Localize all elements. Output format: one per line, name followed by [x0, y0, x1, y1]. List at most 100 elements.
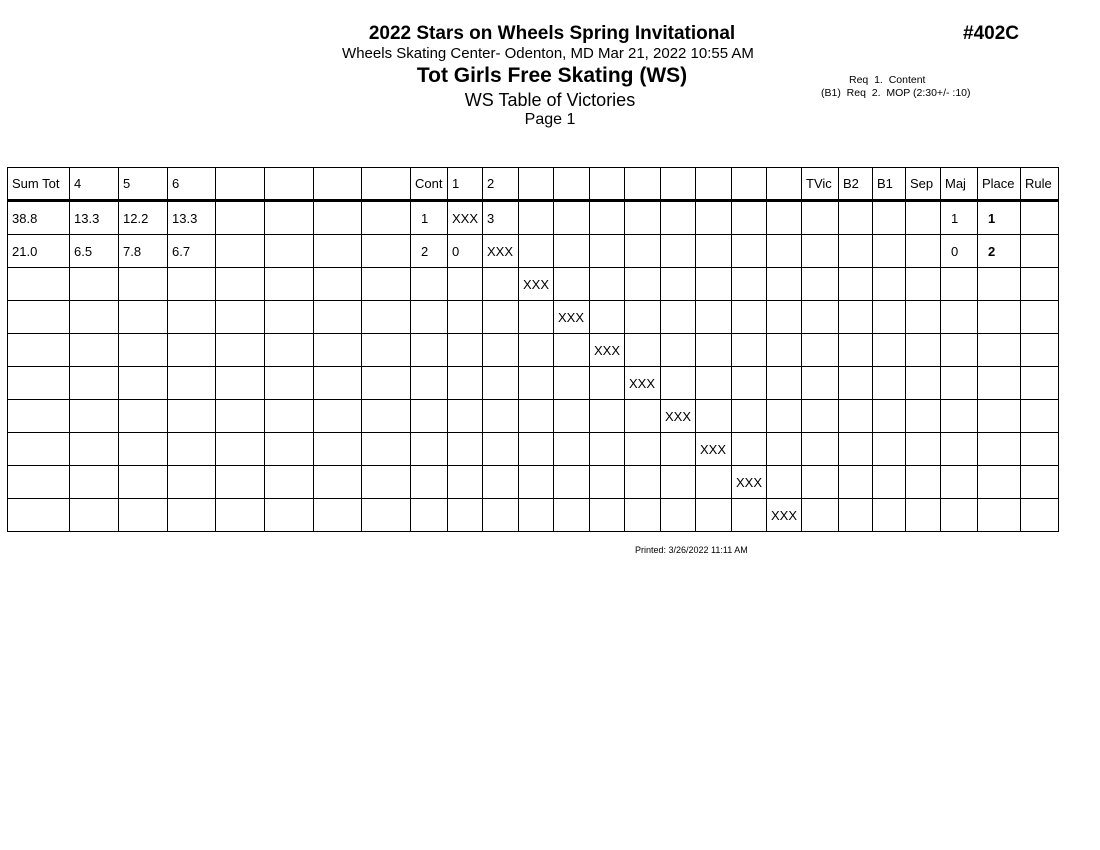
table-cell	[940, 399, 978, 433]
table-cell	[940, 366, 978, 400]
table-row: 38.8 13.3 12.2 13.3 1 XXX 3 1 1	[7, 200, 1059, 235]
table-cell	[695, 399, 732, 433]
table-cell	[838, 300, 873, 334]
table-cell	[482, 465, 519, 499]
column-header	[731, 167, 767, 202]
table-cell: 2	[410, 234, 448, 268]
table-cell	[313, 432, 362, 466]
table-cell	[905, 267, 941, 301]
table-cell	[589, 234, 625, 268]
column-header: TVic	[801, 167, 839, 202]
table-cell	[838, 366, 873, 400]
table-cell: XXX	[731, 465, 767, 499]
table-cell	[518, 399, 554, 433]
table-cell	[731, 200, 767, 235]
table-cell	[905, 399, 941, 433]
table-cell: XXX	[482, 234, 519, 268]
table-cell	[215, 366, 265, 400]
table-cell	[731, 267, 767, 301]
table-cell	[361, 300, 411, 334]
table-cell	[118, 465, 168, 499]
table-cell	[482, 267, 519, 301]
table-cell	[731, 432, 767, 466]
header-row: Sum Tot 4 5 6 Cont 1 2 TVic B2 B1 Sep Maj Place Rule	[7, 167, 1059, 202]
table-cell	[905, 333, 941, 367]
table-cell	[940, 267, 978, 301]
table-cell	[624, 498, 661, 532]
column-header: B1	[872, 167, 906, 202]
column-header	[695, 167, 732, 202]
table-cell	[1020, 399, 1059, 433]
table-cell	[660, 432, 696, 466]
table-cell: 2	[977, 234, 1021, 268]
table-cell	[801, 465, 839, 499]
table-cell	[518, 432, 554, 466]
table-cell	[801, 432, 839, 466]
table-cell	[660, 366, 696, 400]
table-cell	[977, 498, 1021, 532]
table-cell: XXX	[518, 267, 554, 301]
table-cell: 0	[940, 234, 978, 268]
table-cell	[940, 300, 978, 334]
table-cell	[905, 200, 941, 235]
column-header	[660, 167, 696, 202]
table-cell	[518, 366, 554, 400]
table-cell	[660, 200, 696, 235]
table-cell	[553, 267, 590, 301]
table-cell	[447, 432, 483, 466]
table-cell	[589, 399, 625, 433]
table-cell	[838, 333, 873, 367]
table-cell	[264, 267, 314, 301]
table-cell	[553, 234, 590, 268]
table-cell	[872, 333, 906, 367]
table-cell	[940, 465, 978, 499]
table-cell: 38.8	[7, 200, 70, 235]
table-cell	[801, 366, 839, 400]
column-header: 5	[118, 167, 168, 202]
table-cell	[1020, 234, 1059, 268]
table-cell	[695, 333, 732, 367]
table-cell	[766, 200, 802, 235]
table-cell	[7, 300, 70, 334]
table-cell	[872, 234, 906, 268]
table-cell	[553, 366, 590, 400]
table-cell	[69, 366, 119, 400]
table-cell	[1020, 366, 1059, 400]
table-cell	[695, 267, 732, 301]
table-cell	[7, 267, 70, 301]
table-cell	[731, 498, 767, 532]
table-cell	[69, 498, 119, 532]
table-cell	[447, 399, 483, 433]
table-cell: 1	[940, 200, 978, 235]
table-cell	[410, 432, 448, 466]
table-cell	[482, 333, 519, 367]
table-row: XXX	[7, 465, 1059, 499]
table-cell	[313, 399, 362, 433]
table-cell: 1	[977, 200, 1021, 235]
table-cell	[361, 399, 411, 433]
column-header: Sep	[905, 167, 941, 202]
table-cell	[215, 399, 265, 433]
table-cell	[410, 267, 448, 301]
table-cell	[215, 465, 265, 499]
table-cell	[905, 498, 941, 532]
table-cell	[447, 300, 483, 334]
table-cell	[589, 465, 625, 499]
table-cell: XXX	[624, 366, 661, 400]
table-cell	[7, 399, 70, 433]
table-cell	[977, 465, 1021, 499]
table-cell	[215, 267, 265, 301]
table-cell	[518, 300, 554, 334]
table-cell	[801, 267, 839, 301]
table-cell	[624, 432, 661, 466]
table-cell	[264, 432, 314, 466]
table-cell	[518, 465, 554, 499]
report-subtitle: WS Table of Victories	[464, 90, 636, 110]
table-cell	[361, 432, 411, 466]
table-cell	[118, 432, 168, 466]
table-cell	[410, 498, 448, 532]
table-cell	[766, 366, 802, 400]
table-cell	[872, 366, 906, 400]
table-row: XXX	[7, 267, 1059, 301]
table-cell	[518, 234, 554, 268]
